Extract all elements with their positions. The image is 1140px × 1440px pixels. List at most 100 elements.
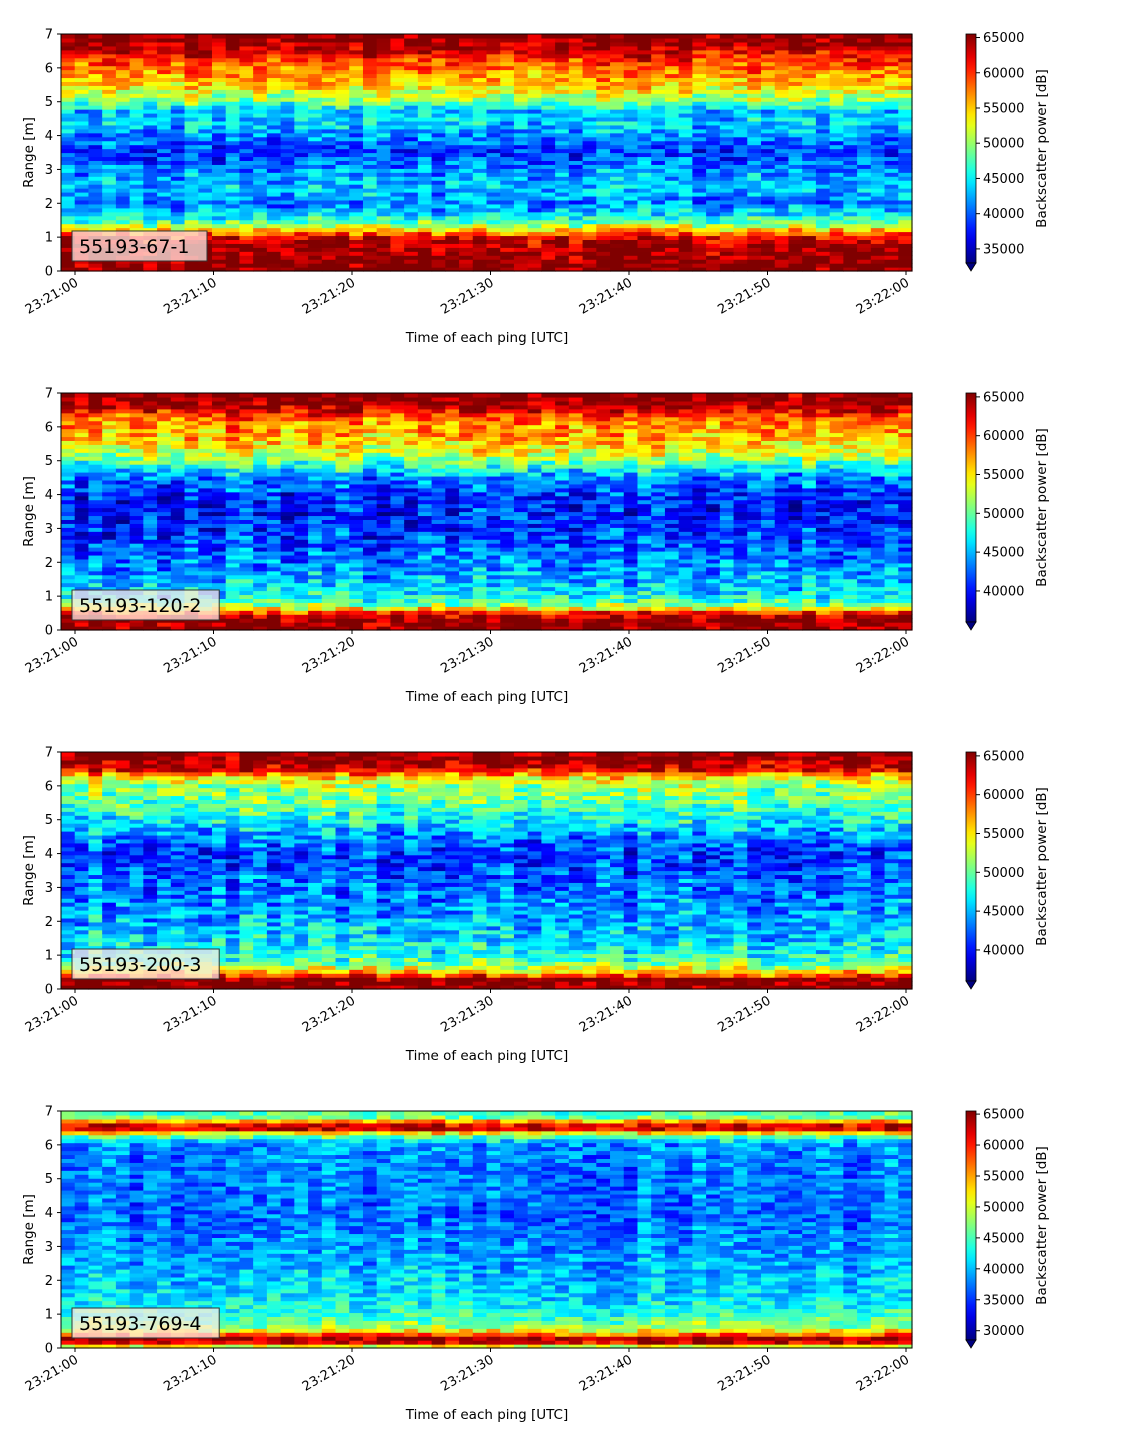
heatmap-cell bbox=[734, 81, 748, 86]
heatmap-cell bbox=[116, 101, 130, 106]
heatmap-cell bbox=[171, 46, 185, 51]
heatmap-cell bbox=[130, 492, 144, 497]
heatmap-cell bbox=[116, 519, 130, 524]
heatmap-cell bbox=[239, 54, 253, 59]
heatmap-cell bbox=[61, 468, 75, 473]
heatmap-cell bbox=[500, 180, 514, 185]
heatmap-cell bbox=[555, 247, 569, 252]
heatmap-cell bbox=[857, 141, 871, 146]
heatmap-cell bbox=[624, 97, 638, 102]
heatmap-cell bbox=[198, 417, 212, 422]
heatmap-cell bbox=[418, 220, 432, 225]
heatmap-cell bbox=[267, 484, 281, 489]
heatmap-cell bbox=[61, 448, 75, 453]
heatmap-cell bbox=[198, 50, 212, 55]
heatmap-cell bbox=[692, 255, 706, 260]
heatmap-cell bbox=[185, 496, 199, 501]
heatmap-cell bbox=[377, 204, 391, 209]
heatmap-cell bbox=[75, 579, 89, 584]
heatmap-cell bbox=[171, 504, 185, 509]
heatmap-cell bbox=[308, 583, 322, 588]
heatmap-cell bbox=[308, 153, 322, 158]
heatmap-cell bbox=[102, 121, 116, 126]
heatmap-cell bbox=[665, 42, 679, 47]
heatmap-cell bbox=[61, 153, 75, 158]
heatmap-cell bbox=[239, 220, 253, 225]
heatmap-cell bbox=[294, 97, 308, 102]
heatmap-cell bbox=[843, 38, 857, 43]
heatmap-cell bbox=[445, 220, 459, 225]
heatmap-cell bbox=[418, 196, 432, 201]
heatmap-cell bbox=[102, 551, 116, 556]
heatmap-cell bbox=[898, 224, 912, 229]
heatmap-cell bbox=[308, 42, 322, 47]
heatmap-cell bbox=[253, 500, 267, 505]
heatmap-cell bbox=[116, 460, 130, 465]
heatmap-cell bbox=[171, 164, 185, 169]
heatmap-cell bbox=[514, 208, 528, 213]
heatmap-cell bbox=[102, 460, 116, 465]
heatmap-cell bbox=[679, 235, 693, 240]
heatmap-cell bbox=[706, 46, 720, 51]
heatmap-cell bbox=[885, 220, 899, 225]
heatmap-cell bbox=[281, 618, 295, 623]
heatmap-cell bbox=[500, 101, 514, 106]
heatmap-cell bbox=[637, 153, 651, 158]
heatmap-cell bbox=[88, 579, 102, 584]
heatmap-cell bbox=[898, 42, 912, 47]
heatmap-cell bbox=[390, 74, 404, 79]
heatmap-cell bbox=[555, 172, 569, 177]
heatmap-cell bbox=[226, 192, 240, 197]
heatmap-cell bbox=[267, 500, 281, 505]
heatmap-cell bbox=[404, 204, 418, 209]
heatmap-cell bbox=[308, 448, 322, 453]
heatmap-cell bbox=[624, 255, 638, 260]
heatmap-cell bbox=[226, 413, 240, 418]
heatmap-cell bbox=[61, 571, 75, 576]
heatmap-cell bbox=[843, 216, 857, 221]
heatmap-cell bbox=[171, 496, 185, 501]
heatmap-cell bbox=[555, 34, 569, 39]
heatmap-cell bbox=[239, 531, 253, 536]
heatmap-cell bbox=[445, 117, 459, 122]
heatmap-cell bbox=[239, 62, 253, 67]
heatmap-cell bbox=[185, 34, 199, 39]
heatmap-cell bbox=[102, 488, 116, 493]
heatmap-cell bbox=[487, 101, 501, 106]
heatmap-cell bbox=[624, 101, 638, 106]
heatmap-cell bbox=[308, 610, 322, 615]
heatmap-cell bbox=[555, 204, 569, 209]
heatmap-cell bbox=[239, 239, 253, 244]
heatmap-cell bbox=[377, 180, 391, 185]
heatmap-cell bbox=[130, 133, 144, 138]
heatmap-cell bbox=[871, 212, 885, 217]
heatmap-cell bbox=[171, 168, 185, 173]
heatmap-cell bbox=[185, 62, 199, 67]
heatmap-cell bbox=[267, 239, 281, 244]
heatmap-cell bbox=[843, 228, 857, 233]
heatmap-cell bbox=[734, 263, 748, 268]
heatmap-cell bbox=[267, 472, 281, 477]
heatmap-cell bbox=[116, 192, 130, 197]
heatmap-cell bbox=[871, 34, 885, 39]
heatmap-cell bbox=[610, 133, 624, 138]
heatmap-cell bbox=[61, 393, 75, 398]
heatmap-cell bbox=[610, 200, 624, 205]
heatmap-cell bbox=[349, 192, 363, 197]
heatmap-cell bbox=[761, 42, 775, 47]
heatmap-cell bbox=[239, 184, 253, 189]
heatmap-cell bbox=[459, 62, 473, 67]
heatmap-cell bbox=[679, 243, 693, 248]
heatmap-cell bbox=[802, 192, 816, 197]
heatmap-cell bbox=[569, 196, 583, 201]
heatmap-cell bbox=[583, 125, 597, 130]
heatmap-cell bbox=[130, 460, 144, 465]
heatmap-cell bbox=[445, 101, 459, 106]
heatmap-cell bbox=[322, 74, 336, 79]
heatmap-cell bbox=[239, 255, 253, 260]
heatmap-cell bbox=[294, 610, 308, 615]
heatmap-cell bbox=[253, 228, 267, 233]
heatmap-cell bbox=[185, 559, 199, 564]
heatmap-cell bbox=[555, 109, 569, 114]
heatmap-cell bbox=[692, 239, 706, 244]
